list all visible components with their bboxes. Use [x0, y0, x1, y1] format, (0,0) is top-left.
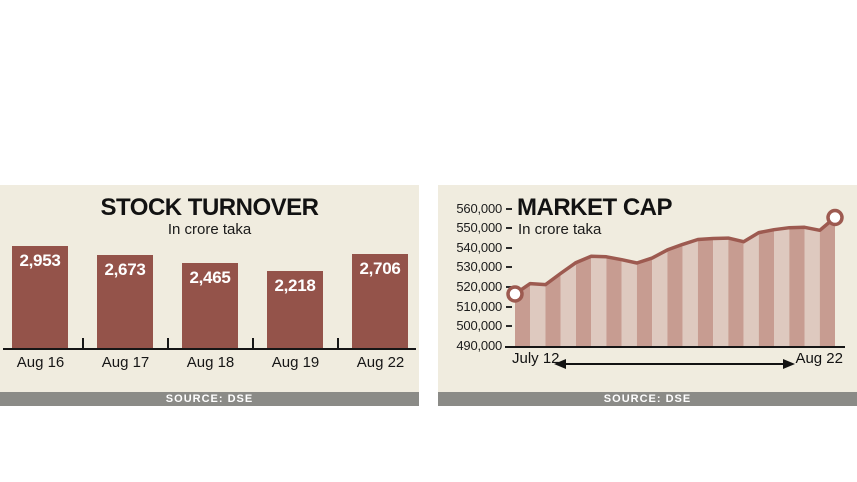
source-bar: SOURCE: DSE [0, 392, 419, 406]
area-stripe [636, 258, 653, 346]
x-axis-label: Aug 16 [16, 354, 65, 371]
area-stripe [774, 227, 790, 346]
source-bar: SOURCE: DSE [438, 392, 857, 406]
y-axis-label: 550,000 [456, 220, 502, 236]
x-axis-end-label: Aug 22 [795, 350, 843, 367]
area-stripe [758, 229, 774, 346]
market-cap-chart: 560,000 550,000 540,000 530,000 520,000 510,0… [438, 185, 857, 392]
area-stripe [545, 273, 561, 346]
y-axis-label: 490,000 [456, 337, 502, 353]
area-stripe [713, 238, 729, 346]
market-cap-panel: 560,000 550,000 540,000 530,000 520,000 510,0… [438, 185, 857, 406]
market-cap-title: MARKET CAP [517, 194, 673, 221]
stock-turnover-subtitle: In crore taka [167, 221, 252, 238]
y-axis-label: 530,000 [456, 259, 502, 275]
area-stripe [804, 227, 820, 346]
x-axis-start-label: July 12 [512, 350, 560, 367]
y-axis-label: 500,000 [456, 318, 502, 334]
x-axis-label: Aug 19 [271, 354, 320, 371]
area-stripe [621, 259, 637, 346]
bar-value-label: 2,706 [359, 259, 401, 278]
turnover-bar: 2,218 [267, 271, 323, 349]
area-stripe [819, 217, 835, 346]
area-stripe [560, 262, 576, 346]
area-stripe [530, 283, 546, 346]
x-axis-label: Aug 17 [101, 354, 150, 371]
axis-tick [81, 338, 84, 348]
bar-value-label: 2,673 [104, 260, 146, 279]
area-stripe [743, 232, 759, 346]
turnover-bar: 2,673 [97, 255, 153, 349]
arrow-right-icon [783, 359, 795, 369]
area-plot [505, 208, 845, 348]
axis-tick [251, 338, 254, 348]
y-axis-label: 560,000 [456, 200, 502, 216]
y-axis-tick [506, 286, 512, 289]
axis-tick [166, 338, 169, 348]
stock-turnover-chart: STOCK TURNOVER In crore taka 2,953 Aug 16… [0, 185, 419, 392]
y-axis-tick [506, 227, 512, 230]
stock-turnover-title: STOCK TURNOVER [100, 194, 319, 221]
area-stripe [576, 256, 592, 346]
date-range-arrow [565, 363, 784, 365]
area-stripe [789, 227, 805, 346]
y-axis-tick [506, 266, 512, 269]
area-stripe [606, 256, 622, 346]
end-point-marker [826, 208, 844, 227]
area-stripe [728, 238, 744, 346]
y-axis-label: 540,000 [456, 239, 502, 255]
x-axis-label: Aug 22 [356, 354, 405, 371]
area-stripe [697, 238, 714, 346]
x-axis-line [3, 348, 416, 350]
bar-value-label: 2,218 [274, 276, 316, 295]
y-axis-tick [506, 325, 512, 328]
market-cap-line [513, 215, 837, 296]
y-axis-tick [506, 246, 512, 249]
turnover-bar: 2,465 [182, 263, 238, 349]
area-stripe [682, 239, 698, 346]
turnover-bar: 2,706 [352, 254, 408, 349]
y-axis-label: 510,000 [456, 298, 502, 314]
bar-value-label: 2,953 [19, 251, 61, 270]
area-stripe [667, 244, 683, 346]
y-axis-tick [506, 305, 512, 308]
turnover-bar: 2,953 [12, 246, 68, 349]
y-axis-label: 520,000 [456, 279, 502, 295]
market-cap-subtitle: In crore taka [518, 221, 602, 238]
axis-tick [336, 338, 339, 348]
area-stripe [652, 249, 668, 346]
y-axis-tick [506, 207, 512, 210]
x-axis-label: Aug 18 [186, 354, 235, 371]
bar-value-label: 2,465 [189, 268, 231, 287]
stock-turnover-panel: STOCK TURNOVER In crore taka 2,953 Aug 16… [0, 185, 419, 406]
area-stripe [591, 256, 607, 346]
start-point-marker [506, 285, 524, 303]
arrow-left-icon [554, 359, 566, 369]
